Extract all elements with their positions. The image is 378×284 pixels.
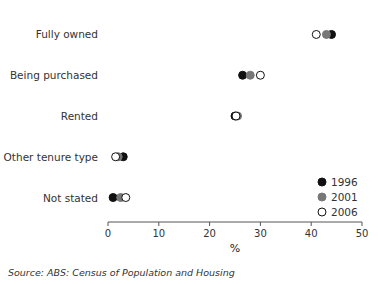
legend-marker [318,193,326,201]
dot [322,30,330,38]
legend-label: 2001 [331,191,358,203]
x-tick [158,222,159,226]
y-tick-label: Rented [61,110,98,122]
x-axis-label: % [230,242,240,255]
x-tick [311,222,312,226]
dot [256,71,264,79]
y-tick-label: Not stated [43,192,98,204]
legend-marker [318,208,326,216]
x-tick-label: 30 [254,228,267,239]
legend-label: 2006 [331,206,358,218]
x-tick-label: 10 [152,228,165,239]
legend-marker [318,178,326,186]
plot-area [109,30,335,201]
y-tick-label: Being purchased [10,69,98,81]
dot [239,71,247,79]
x-tick [108,222,109,226]
y-tick-label: Other tenure type [4,151,98,163]
y-tick-label: Fully owned [36,28,98,40]
x-tick-label: 40 [305,228,318,239]
x-tick [260,222,261,226]
legend: 1996 2001 2006 [318,176,358,218]
x-tick [209,222,210,226]
dot [232,112,240,120]
chart: 0 10 20 30 40 50% Fully owned Being purchased Re… [0,0,378,284]
legend-label: 1996 [331,176,358,188]
dot [312,30,320,38]
dot [112,153,120,161]
x-tick-label: 50 [356,228,369,239]
x-tick-label: 0 [105,228,111,239]
dot [122,194,130,202]
source-note: Source: ABS: Census of Population and Ho… [8,267,235,278]
x-tick [362,222,363,226]
x-tick-label: 20 [203,228,216,239]
dot [109,194,117,202]
x-axis-line [108,222,362,223]
dot [246,71,254,79]
x-axis: 0 10 20 30 40 50 [105,222,369,239]
